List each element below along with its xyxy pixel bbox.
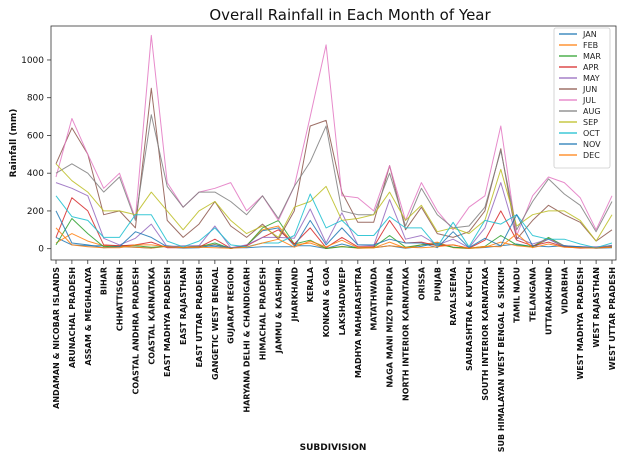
x-tick-label: KERALA [306, 266, 315, 302]
x-tick-label: COASTAL KARNATAKA [147, 266, 156, 364]
legend-frame [553, 27, 611, 169]
x-tick-label: VIDARBHA [560, 266, 569, 314]
chart-title: Overall Rainfall in Each Month of Year [209, 6, 491, 24]
x-tick-label: EAST MADHYA PRADESH [163, 267, 172, 377]
y-tick-label: 200 [27, 207, 44, 217]
x-tick-label: RAYALSEEMA [449, 266, 458, 326]
x-tick-label: JHARKHAND [290, 267, 299, 323]
legend-label-aug: AUG [583, 107, 601, 116]
x-tick-label: COASTAL ANDHRA PRADESH [131, 267, 140, 394]
x-tick-label: TAMIL NADU [513, 267, 522, 323]
x-axis-ticks: ANDAMAN & NICOBAR ISLANDS ARUNACHAL PRADE… [52, 260, 617, 452]
x-tick-label: GANGETIC WEST BENGAL [211, 267, 220, 380]
plot-frame [50, 25, 617, 261]
legend-label-nov: NOV [583, 140, 601, 149]
series-line-sep [55, 163, 613, 242]
series-line-mar [55, 218, 613, 249]
x-tick-label: UTTARAKHAND [544, 267, 553, 335]
y-tick-label: 0 [38, 245, 44, 255]
x-tick-label: MADHYA MAHARASHTRA [354, 266, 363, 378]
x-tick-label: ORISSA [417, 266, 426, 300]
x-tick-label: JAMMU & KASHMIR [274, 267, 283, 354]
x-tick-label: CHHATTISGRH [116, 267, 125, 331]
legend-label-feb: FEB [583, 41, 598, 50]
x-tick-label: EAST RAJASTHAN [179, 267, 188, 345]
legend-label-sep: SEP [583, 118, 598, 127]
legend-label-mar: MAR [583, 52, 601, 61]
x-tick-label: ASSAM & MEGHALAYA [84, 266, 93, 365]
series-line-apr [55, 197, 613, 249]
x-tick-label: GUJARAT REGION [227, 267, 236, 344]
series-line-jul [55, 34, 613, 236]
legend-label-jul: JUL [582, 96, 596, 105]
x-tick-label: PUNJAB [433, 267, 442, 301]
x-tick-label: ANDAMAN & NICOBAR ISLANDS [52, 267, 61, 409]
x-tick-label: KONKAN & GOA [322, 266, 331, 337]
x-tick-label: HIMACHAL PRADESH [259, 267, 268, 360]
x-tick-label: SOUTH INTERIOR KARNATAKA [481, 266, 490, 401]
x-tick-label: NORTH INTERIOR KARNATAKA [401, 266, 410, 401]
x-tick-label: SAURASHTRA & KUTCH [465, 267, 474, 371]
x-axis-label: SUBDIVISION [300, 443, 367, 452]
series-line-aug [55, 114, 613, 233]
x-tick-label: SUB HIMALAYAN WEST BENGAL & SIKKIM [497, 267, 506, 452]
y-tick-label: 600 [27, 131, 44, 141]
legend-label-dec: DEC [583, 151, 600, 160]
x-tick-label: ARUNACHAL PRADESH [68, 267, 77, 368]
x-tick-label: WEST UTTAR PRADESH [608, 267, 617, 370]
y-axis-ticks: 0 200 400 600 800 1000 [21, 56, 51, 255]
series-line-jun [55, 87, 613, 242]
series-line-may [55, 182, 613, 249]
x-tick-label: WEST RAJASTHAN [592, 267, 601, 348]
x-tick-label: MATATHWADA [370, 266, 379, 330]
series-line-dec [55, 227, 613, 249]
x-tick-label: BIHAR [100, 267, 109, 295]
x-tick-label: TELANGANA [529, 266, 538, 321]
legend: JAN FEB MAR APR MAY JUN JUL AUG SEP OCT NOV DEC [553, 27, 611, 169]
legend-label-jun: JUN [582, 85, 597, 94]
legend-label-apr: APR [583, 63, 599, 72]
x-tick-label: LAKSHADWEEP [338, 267, 347, 336]
series-line-oct [55, 193, 613, 249]
x-tick-label: HARYANA DELHI & CHANDIGARH [243, 267, 252, 413]
x-tick-label: NAGA MANI MIZO TRIPURA [386, 266, 395, 387]
legend-label-jan: JAN [582, 30, 597, 39]
x-tick-label: WEST MADHYA PRADESH [576, 267, 585, 380]
x-tick-label: EAST UTTAR PRADESH [195, 267, 204, 368]
series-lines [55, 34, 613, 249]
series-line-nov [55, 210, 613, 249]
legend-label-may: MAY [583, 74, 600, 83]
legend-label-oct: OCT [583, 129, 600, 138]
y-axis-label: Rainfall (mm) [9, 109, 19, 178]
y-tick-label: 800 [27, 94, 44, 104]
y-tick-label: 1000 [21, 56, 44, 66]
y-tick-label: 400 [27, 169, 44, 179]
